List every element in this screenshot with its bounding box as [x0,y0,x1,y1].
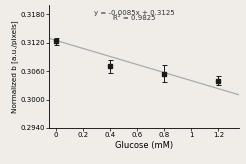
Y-axis label: Normalized b [a.u./pixels]: Normalized b [a.u./pixels] [11,20,17,113]
X-axis label: Glucose (mM): Glucose (mM) [115,141,173,150]
Text: y = -0.0085x + 0.3125: y = -0.0085x + 0.3125 [94,10,175,16]
Text: R² = 0.9825: R² = 0.9825 [113,15,156,21]
